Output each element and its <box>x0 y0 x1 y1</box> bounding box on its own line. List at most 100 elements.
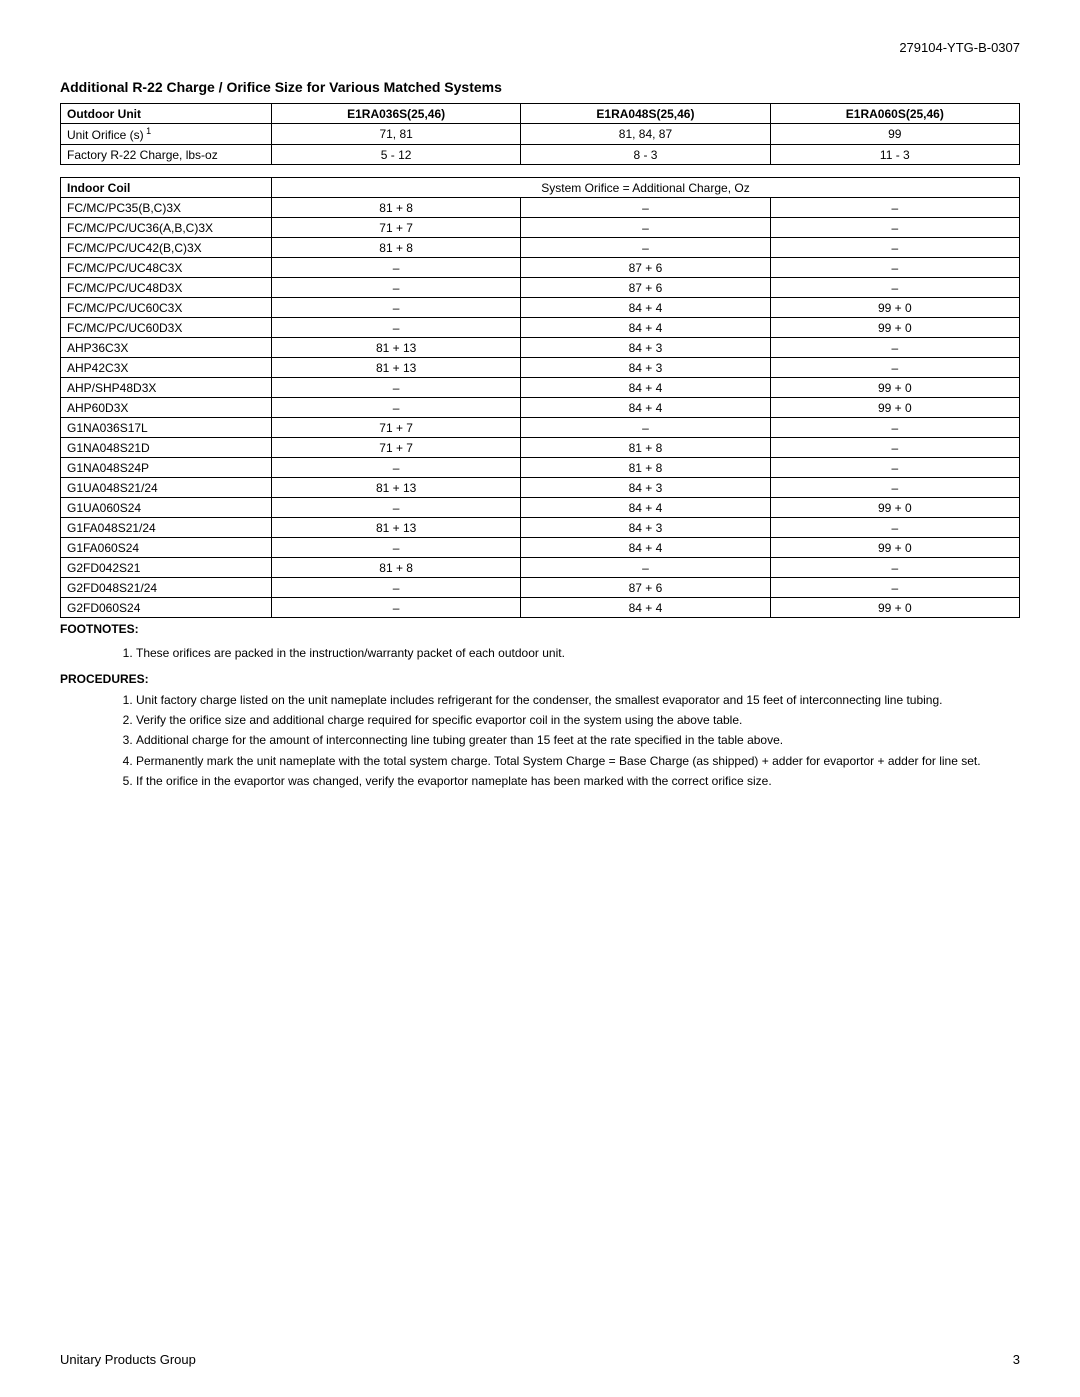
table-row: FC/MC/PC/UC36(A,B,C)3X71 + 7–– <box>61 218 1020 238</box>
table-cell: 84 + 4 <box>521 398 770 418</box>
table-cell: 81 + 13 <box>271 338 520 358</box>
table-row: G1NA048S21D71 + 781 + 8– <box>61 438 1020 458</box>
table-cell: 81 + 13 <box>271 478 520 498</box>
table-cell: 8 - 3 <box>521 145 770 165</box>
table-cell: 81, 84, 87 <box>521 124 770 145</box>
header-col-2: E1RA048S(25,46) <box>521 104 770 124</box>
table-row: FC/MC/PC/UC42(B,C)3X81 + 8–– <box>61 238 1020 258</box>
table-cell: 84 + 3 <box>521 478 770 498</box>
table-cell: – <box>521 218 770 238</box>
table-cell: 81 + 13 <box>271 518 520 538</box>
table-cell: – <box>271 538 520 558</box>
table-cell: – <box>770 458 1019 478</box>
table-row: AHP36C3X81 + 1384 + 3– <box>61 338 1020 358</box>
table-cell: – <box>770 338 1019 358</box>
table-cell: 87 + 6 <box>521 578 770 598</box>
table-cell: – <box>271 578 520 598</box>
table-cell: – <box>521 238 770 258</box>
table-cell: 99 + 0 <box>770 498 1019 518</box>
table-row: G2FD060S24–84 + 499 + 0 <box>61 598 1020 618</box>
header-outdoor-unit: Outdoor Unit <box>61 104 272 124</box>
table-cell: 84 + 3 <box>521 358 770 378</box>
outdoor-unit-table: Outdoor Unit E1RA036S(25,46) E1RA048S(25… <box>60 103 1020 165</box>
table-row: G1UA048S21/2481 + 1384 + 3– <box>61 478 1020 498</box>
row-label: FC/MC/PC35(B,C)3X <box>61 198 272 218</box>
table-cell: – <box>521 558 770 578</box>
table-cell: 87 + 6 <box>521 258 770 278</box>
table-cell: – <box>770 438 1019 458</box>
row-label: AHP36C3X <box>61 338 272 358</box>
row-label: G2FD060S24 <box>61 598 272 618</box>
procedure-item: Unit factory charge listed on the unit n… <box>136 692 1020 708</box>
table-cell: – <box>770 218 1019 238</box>
table-row: FC/MC/PC/UC60D3X–84 + 499 + 0 <box>61 318 1020 338</box>
row-label: FC/MC/PC/UC60D3X <box>61 318 272 338</box>
table-cell: 99 + 0 <box>770 598 1019 618</box>
row-label: G1FA048S21/24 <box>61 518 272 538</box>
row-label: G1UA048S21/24 <box>61 478 272 498</box>
page-title: Additional R-22 Charge / Orifice Size fo… <box>60 79 1020 95</box>
table-cell: 84 + 4 <box>521 538 770 558</box>
row-label: FC/MC/PC/UC60C3X <box>61 298 272 318</box>
footnotes-list: These orifices are packed in the instruc… <box>96 646 1020 660</box>
row-label: G1UA060S24 <box>61 498 272 518</box>
table-cell: 84 + 3 <box>521 518 770 538</box>
table-row: AHP/SHP48D3X–84 + 499 + 0 <box>61 378 1020 398</box>
table-cell: 84 + 4 <box>521 318 770 338</box>
table-cell: 81 + 8 <box>271 238 520 258</box>
table-cell: 84 + 4 <box>521 498 770 518</box>
table-cell: 84 + 4 <box>521 378 770 398</box>
procedure-item: Additional charge for the amount of inte… <box>136 732 1020 748</box>
table-header-row: Indoor Coil System Orifice = Additional … <box>61 178 1020 198</box>
table-cell: – <box>271 498 520 518</box>
table-cell: 84 + 3 <box>521 338 770 358</box>
table-cell: 87 + 6 <box>521 278 770 298</box>
table-cell: – <box>271 318 520 338</box>
table-header-row: Outdoor Unit E1RA036S(25,46) E1RA048S(25… <box>61 104 1020 124</box>
table-cell: 99 + 0 <box>770 538 1019 558</box>
table-cell: – <box>770 358 1019 378</box>
table-cell: 71 + 7 <box>271 438 520 458</box>
table-cell: – <box>770 478 1019 498</box>
table-cell: – <box>770 258 1019 278</box>
table-row: G1FA048S21/2481 + 1384 + 3– <box>61 518 1020 538</box>
table-cell: 81 + 8 <box>271 558 520 578</box>
table-row: G1UA060S24–84 + 499 + 0 <box>61 498 1020 518</box>
table-cell: – <box>271 398 520 418</box>
superscript: 1 <box>144 126 152 136</box>
row-label: Factory R-22 Charge, lbs-oz <box>61 145 272 165</box>
table-row: G1NA036S17L71 + 7–– <box>61 418 1020 438</box>
row-label: AHP/SHP48D3X <box>61 378 272 398</box>
table-cell: – <box>770 198 1019 218</box>
row-label: G2FD048S21/24 <box>61 578 272 598</box>
footnote-item: These orifices are packed in the instruc… <box>136 646 1020 660</box>
table-row: Factory R-22 Charge, lbs-oz5 - 128 - 311… <box>61 145 1020 165</box>
table-cell: 71 + 7 <box>271 418 520 438</box>
table-cell: – <box>271 378 520 398</box>
header-col-3: E1RA060S(25,46) <box>770 104 1019 124</box>
table-cell: 71 + 7 <box>271 218 520 238</box>
table-cell: – <box>770 558 1019 578</box>
table-cell: 99 + 0 <box>770 398 1019 418</box>
row-label: FC/MC/PC/UC36(A,B,C)3X <box>61 218 272 238</box>
procedure-item: Permanently mark the unit nameplate with… <box>136 753 1020 769</box>
table-row: G1NA048S24P–81 + 8– <box>61 458 1020 478</box>
footer-right: 3 <box>1013 1352 1020 1367</box>
table-cell: 84 + 4 <box>521 298 770 318</box>
table-cell: 11 - 3 <box>770 145 1019 165</box>
row-label: AHP42C3X <box>61 358 272 378</box>
table-row: FC/MC/PC/UC60C3X–84 + 499 + 0 <box>61 298 1020 318</box>
table-cell: – <box>521 418 770 438</box>
procedure-item: Verify the orifice size and additional c… <box>136 712 1020 728</box>
table-cell: 99 <box>770 124 1019 145</box>
procedures-list: Unit factory charge listed on the unit n… <box>96 692 1020 789</box>
table-cell: – <box>271 298 520 318</box>
indoor-coil-table: Indoor Coil System Orifice = Additional … <box>60 177 1020 618</box>
footnotes-label: FOOTNOTES: <box>60 622 1020 636</box>
table-cell: 81 + 8 <box>521 438 770 458</box>
table-cell: 71, 81 <box>271 124 520 145</box>
row-label: G2FD042S21 <box>61 558 272 578</box>
table-row: AHP42C3X81 + 1384 + 3– <box>61 358 1020 378</box>
row-label: AHP60D3X <box>61 398 272 418</box>
table-row: FC/MC/PC35(B,C)3X81 + 8–– <box>61 198 1020 218</box>
